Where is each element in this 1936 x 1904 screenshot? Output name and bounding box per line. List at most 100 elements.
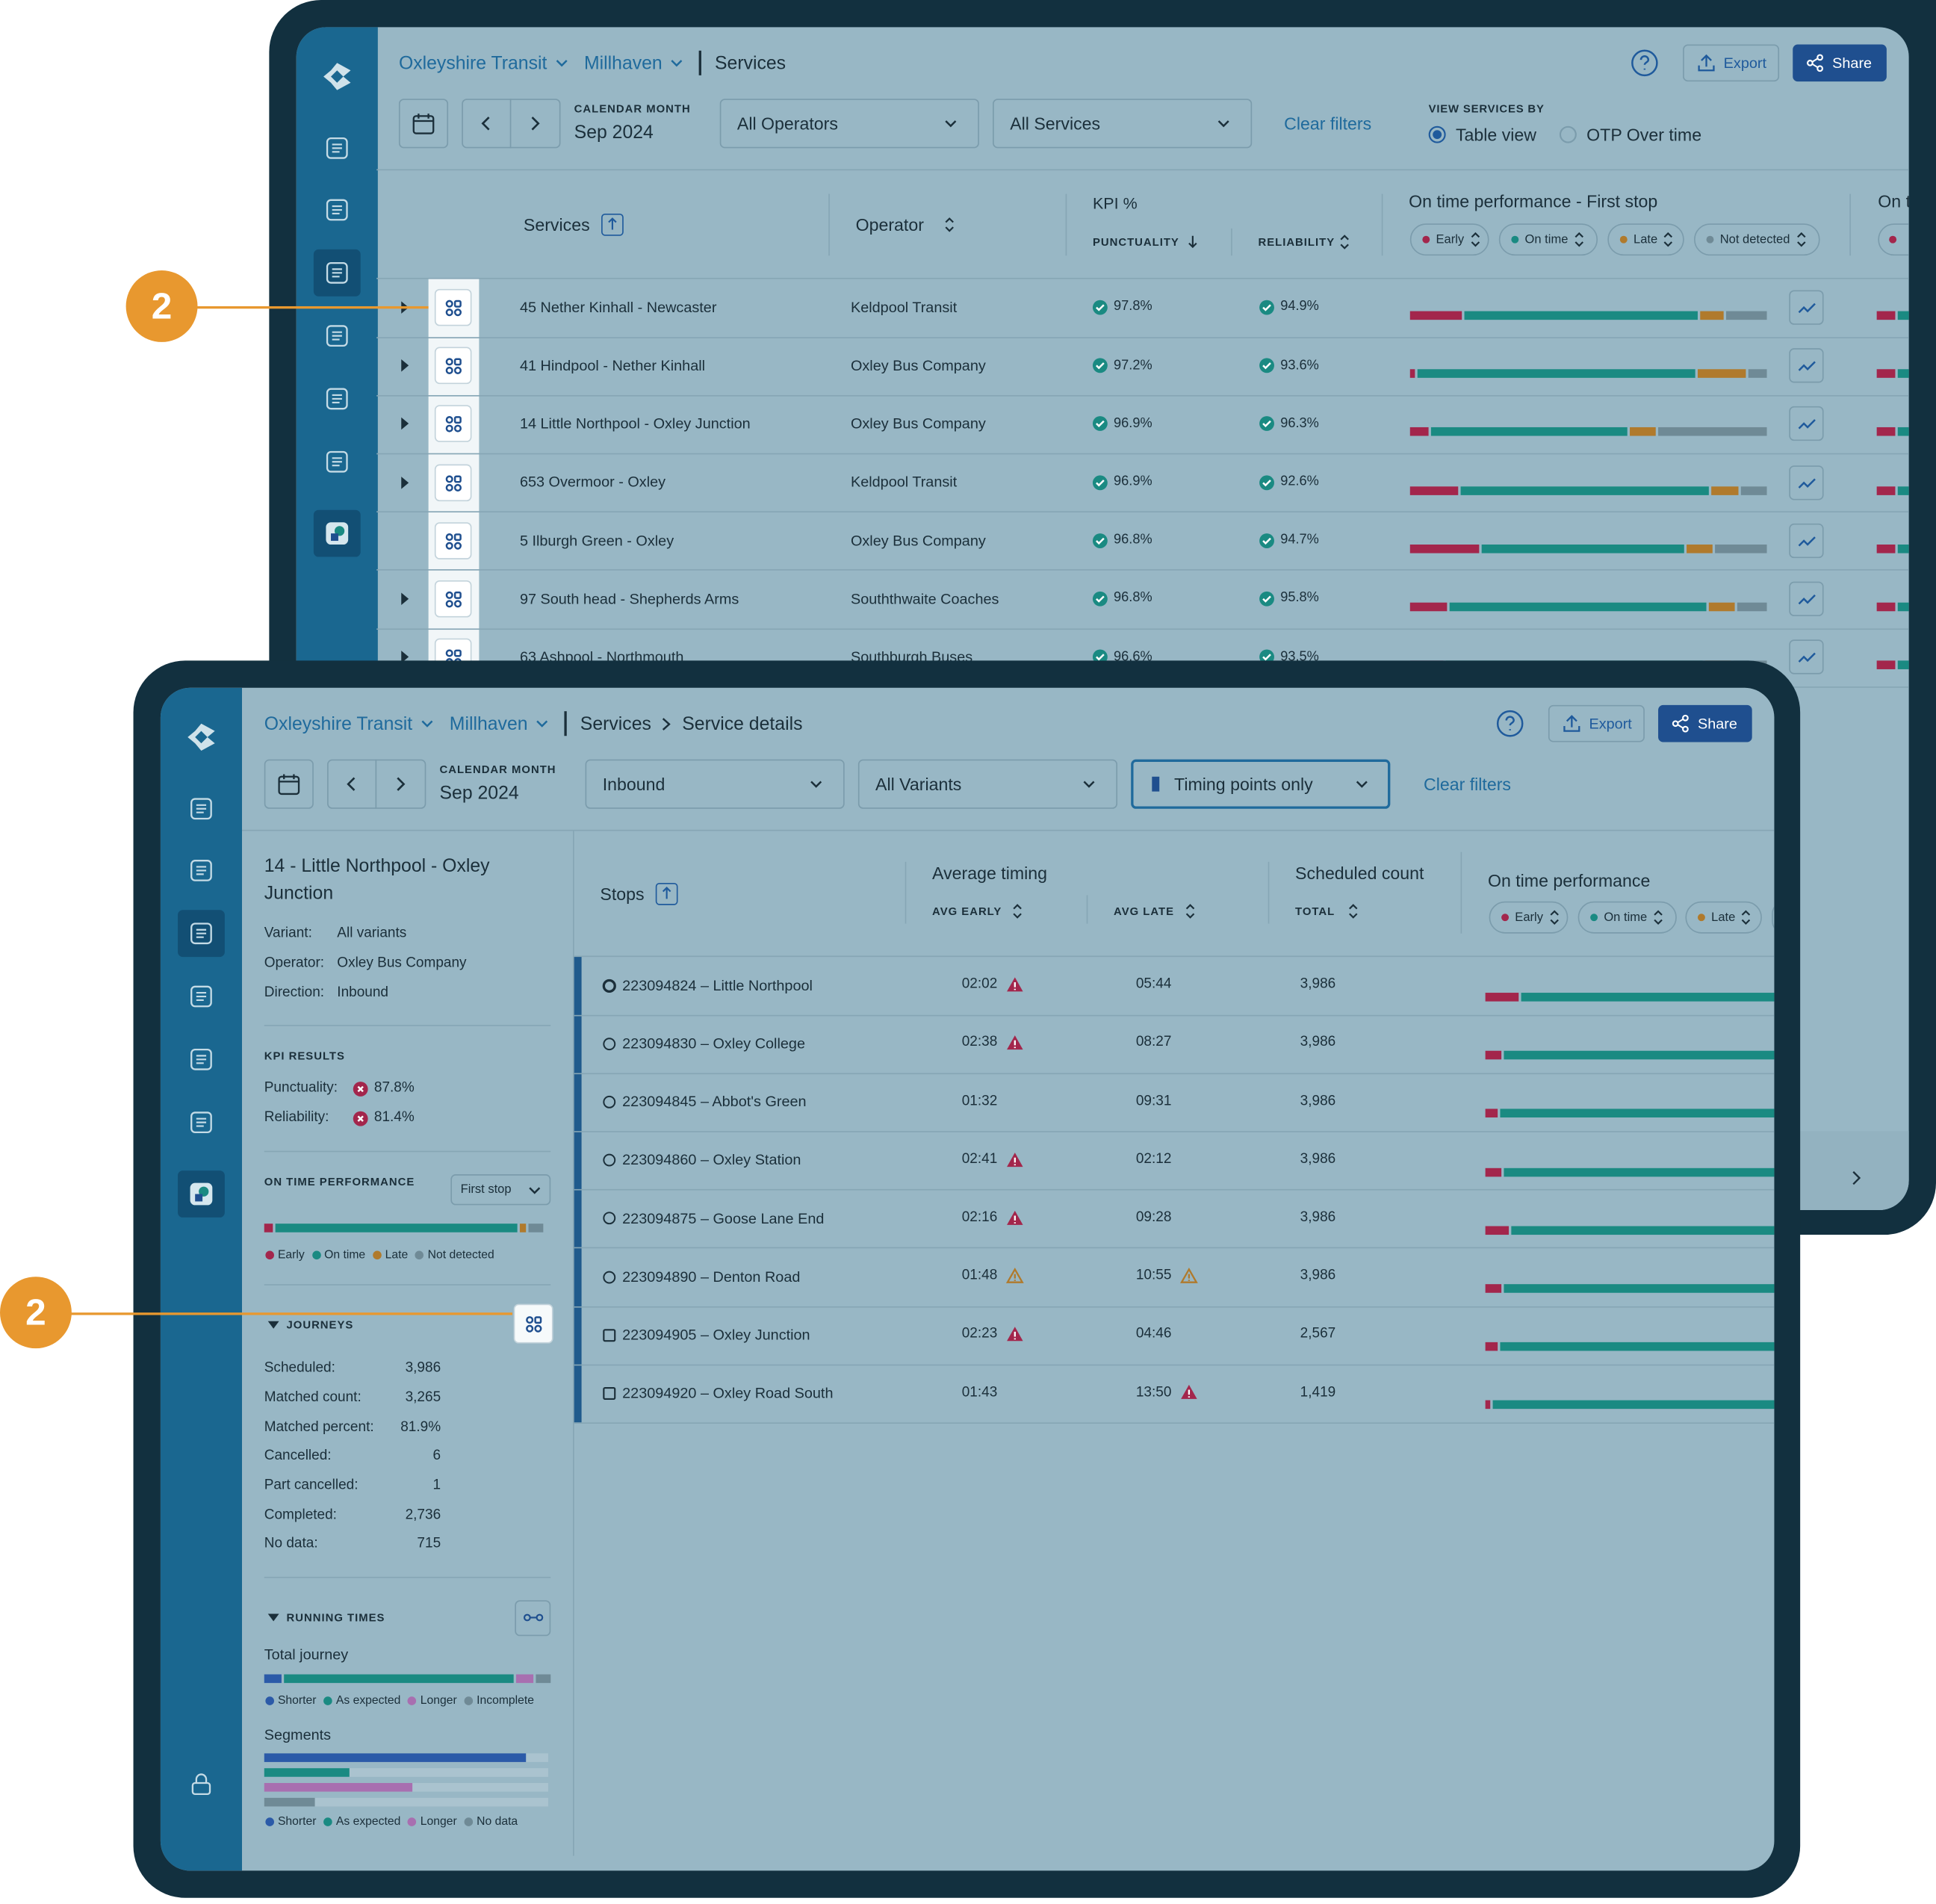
icon-shape [453, 425, 462, 433]
filter-chip[interactable]: On time [1498, 223, 1598, 256]
scheduled-total: 1,419 [1300, 1384, 1336, 1400]
sort-icon[interactable] [1185, 904, 1195, 919]
icon-shape [445, 308, 453, 317]
otp-selector[interactable] [450, 1174, 551, 1206]
share-button[interactable] [1658, 704, 1752, 742]
filter-dropdown[interactable] [719, 99, 979, 149]
nav-icon[interactable] [190, 985, 213, 1008]
expand-arrow[interactable] [401, 418, 409, 430]
nav-icon[interactable] [326, 325, 348, 347]
nav-icon[interactable] [326, 137, 348, 159]
nav-icon[interactable] [190, 798, 213, 820]
calendar-button[interactable] [264, 759, 314, 809]
trend-button[interactable] [1789, 581, 1824, 616]
export-button[interactable] [1548, 704, 1645, 742]
filter-chip[interactable]: Early [1489, 901, 1569, 934]
filter-chip[interactable]: Late [1607, 223, 1684, 256]
trend-button[interactable] [1789, 406, 1824, 441]
expand-arrow[interactable] [401, 476, 409, 489]
prev-month[interactable] [481, 116, 491, 131]
help-icon[interactable] [1631, 49, 1658, 77]
link-button[interactable] [515, 1600, 551, 1637]
journey-value: 81.9% [400, 1419, 441, 1435]
nav-icon[interactable] [326, 450, 348, 473]
filter-dropdown[interactable] [857, 759, 1118, 809]
legend-label: Longer [420, 1693, 457, 1708]
sort-icon[interactable] [1013, 904, 1023, 919]
nav-icon[interactable] [326, 199, 348, 221]
breadcrumb-link[interactable]: Oxleyshire Transit [398, 52, 547, 74]
icon-shape [1179, 1268, 1198, 1283]
trend-button[interactable] [1789, 465, 1824, 500]
page-next[interactable] [1852, 1170, 1861, 1185]
clear-filters[interactable]: Clear filters [1423, 773, 1512, 794]
icon-shape [453, 358, 462, 366]
filter-label: All Services [1010, 113, 1101, 133]
row-icon-button[interactable] [434, 347, 472, 385]
nav-icon[interactable] [190, 1111, 213, 1134]
trend-button[interactable] [1789, 523, 1824, 558]
next-month[interactable] [531, 116, 540, 131]
icon-shape [1798, 477, 1816, 489]
stop-marker [603, 1095, 616, 1108]
sort-icon[interactable] [1340, 235, 1350, 249]
punctuality-value: 96.9% [1114, 415, 1152, 431]
clear-filters[interactable]: Clear filters [1284, 113, 1372, 133]
icon-shape [326, 261, 348, 284]
row-icon-button[interactable] [434, 405, 472, 443]
filter-chip[interactable]: On time [1577, 901, 1677, 934]
icon-shape [445, 600, 453, 608]
icon-shape [445, 367, 453, 375]
trend-button[interactable] [1789, 348, 1824, 383]
sort-asc[interactable] [607, 217, 617, 231]
collapse-arrow[interactable] [267, 1321, 279, 1329]
radio[interactable] [1428, 125, 1446, 143]
share-button[interactable] [1793, 44, 1887, 82]
export-button[interactable] [1683, 44, 1780, 82]
trend-icon [1798, 594, 1816, 605]
filter-chip[interactable]: Early [1409, 223, 1489, 256]
sort-asc[interactable] [662, 887, 671, 900]
breadcrumb-link[interactable]: Oxleyshire Transit [264, 713, 413, 734]
filter-dropdown[interactable] [993, 99, 1253, 149]
nav-icon[interactable] [190, 922, 213, 945]
icon-shape [1083, 781, 1095, 788]
nav-icon[interactable] [326, 388, 348, 410]
sort-desc[interactable] [1188, 235, 1197, 249]
next-month[interactable] [397, 777, 406, 792]
expand-arrow[interactable] [401, 651, 409, 664]
trend-button[interactable] [1789, 639, 1824, 675]
breadcrumb-link[interactable]: Millhaven [449, 713, 528, 734]
help-icon[interactable] [1496, 710, 1524, 737]
icon-shape [1096, 362, 1105, 370]
filter-chip[interactable]: Not detected [1693, 223, 1820, 256]
row-icon-button[interactable] [434, 521, 472, 559]
lock-icon[interactable] [191, 1773, 211, 1796]
expand-arrow[interactable] [401, 592, 409, 605]
filter-dropdown[interactable] [585, 759, 845, 809]
expand-arrow[interactable] [401, 359, 409, 372]
radio[interactable] [1559, 125, 1577, 143]
nav-icon[interactable] [190, 1048, 213, 1070]
filter-chip[interactable]: Late [1685, 901, 1762, 934]
prev-month[interactable] [347, 777, 356, 792]
filter-label: All Variants [875, 773, 962, 794]
journeys-icon-button[interactable] [513, 1303, 553, 1344]
share-label: Share [1832, 54, 1873, 72]
nav-icon[interactable] [326, 261, 348, 284]
segment-track [264, 1797, 548, 1807]
sort-icon [1742, 910, 1751, 925]
breadcrumb-link[interactable]: Millhaven [583, 52, 663, 74]
row-divider [376, 336, 1909, 338]
filter-dropdown[interactable] [1131, 759, 1391, 809]
row-icon-button[interactable] [434, 288, 472, 326]
row-icon-button[interactable] [434, 580, 472, 618]
nav-icon[interactable] [190, 860, 213, 882]
calendar-button[interactable] [398, 99, 449, 149]
sort-icon[interactable] [1348, 904, 1358, 919]
icon-shape [332, 143, 342, 153]
trend-button[interactable] [1789, 290, 1824, 325]
sort-icon[interactable] [945, 217, 955, 232]
row-icon-button[interactable] [434, 463, 472, 501]
collapse-arrow[interactable] [267, 1613, 279, 1622]
